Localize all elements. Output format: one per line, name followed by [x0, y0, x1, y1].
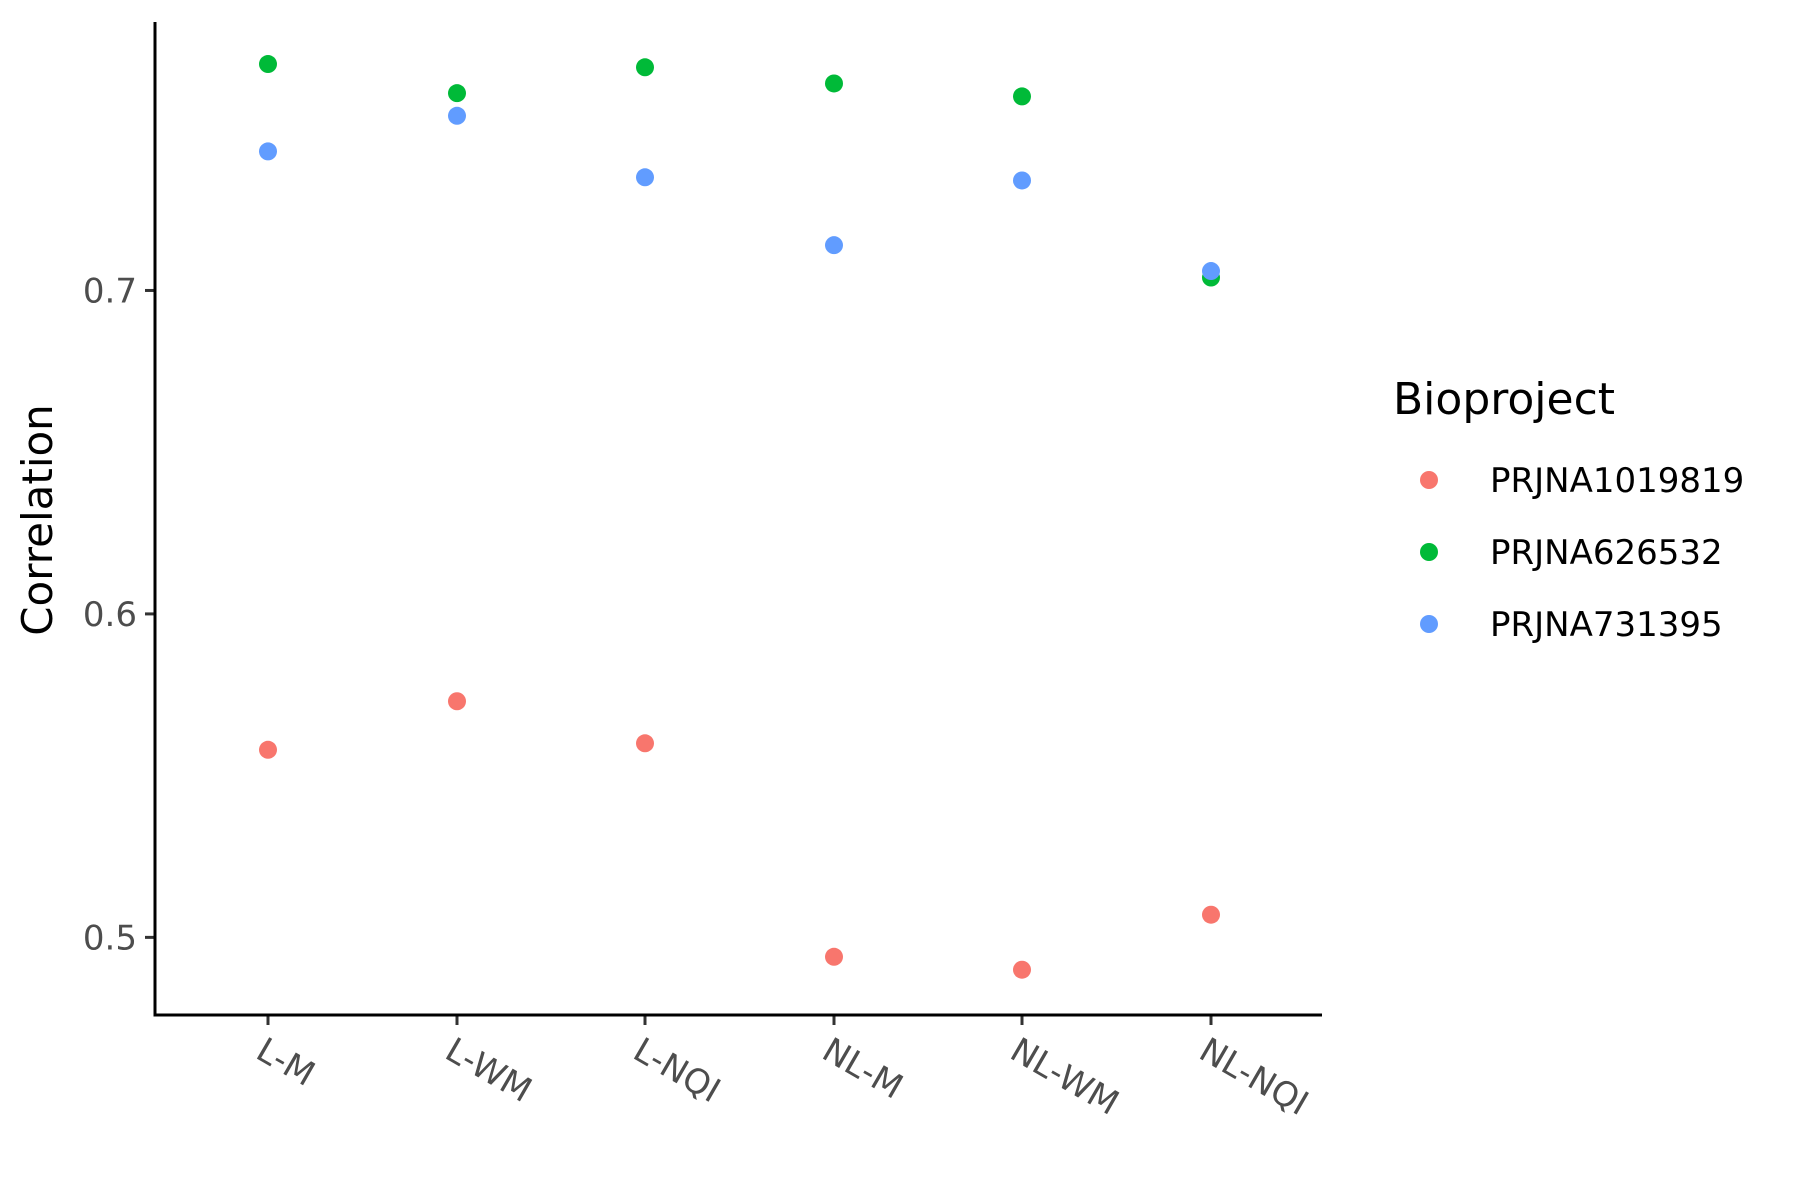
- data-point-prjna1019819-l-m: [259, 740, 277, 759]
- y-axis-title: Correlation: [13, 404, 62, 636]
- y-tick-label: 0.6: [83, 595, 137, 635]
- data-point-prjna731395-l-wm: [448, 106, 466, 125]
- legend-label-prjna731395: PRJNA731395: [1490, 605, 1723, 645]
- data-points: [259, 55, 1220, 979]
- data-point-prjna626532-nl-wm: [1013, 87, 1031, 106]
- x-tick-label: L-WM: [439, 1030, 539, 1111]
- data-point-prjna731395-nl-m: [825, 236, 843, 255]
- data-point-prjna731395-l-m: [259, 142, 277, 161]
- y-axis-ticks: 0.5 0.6 0.7: [83, 271, 155, 958]
- data-point-prjna1019819-l-nqi: [636, 734, 654, 753]
- x-tick-label: NL-WM: [1004, 1030, 1126, 1123]
- data-point-prjna731395-l-nqi: [636, 168, 654, 187]
- data-point-prjna731395-nl-wm: [1013, 171, 1031, 190]
- data-point-prjna626532-l-m: [259, 55, 277, 74]
- legend-key-prjna626532: [1420, 543, 1438, 561]
- x-axis-ticks: L-M L-WM L-NQI NL-M NL-WM NL-NQI: [250, 1015, 1315, 1124]
- legend-key-prjna731395: [1420, 615, 1438, 633]
- data-point-prjna1019819-l-wm: [448, 692, 466, 711]
- data-point-prjna1019819-nl-nqi: [1202, 905, 1220, 924]
- data-point-prjna1019819-nl-m: [825, 947, 843, 966]
- legend-key-prjna1019819: [1420, 471, 1438, 489]
- legend-label-prjna1019819: PRJNA1019819: [1490, 461, 1744, 501]
- data-point-prjna626532-l-wm: [448, 84, 466, 103]
- data-point-prjna1019819-nl-wm: [1013, 960, 1031, 979]
- data-point-prjna626532-nl-m: [825, 74, 843, 93]
- legend: PRJNA1019819 PRJNA626532 PRJNA731395: [1420, 461, 1744, 645]
- legend-label-prjna626532: PRJNA626532: [1490, 533, 1723, 573]
- legend-title: Bioproject: [1393, 374, 1615, 425]
- x-tick-label: NL-M: [816, 1030, 910, 1107]
- x-tick-label: NL-NQI: [1193, 1030, 1315, 1124]
- x-tick-label: L-M: [250, 1030, 322, 1095]
- data-point-prjna626532-l-nqi: [636, 58, 654, 77]
- data-point-prjna731395-nl-nqi: [1202, 262, 1220, 281]
- x-tick-label: L-NQI: [627, 1030, 727, 1111]
- y-tick-label: 0.5: [83, 918, 137, 958]
- y-tick-label: 0.7: [83, 271, 137, 311]
